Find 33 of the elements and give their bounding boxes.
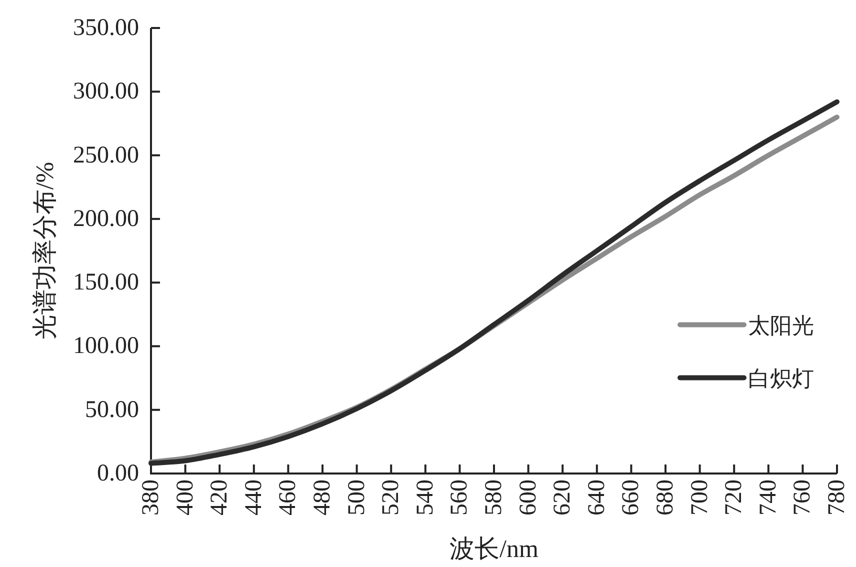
x-tick-label: 580 bbox=[481, 480, 507, 516]
x-tick-label: 480 bbox=[310, 480, 336, 516]
x-tick-label: 780 bbox=[824, 480, 850, 516]
x-tick-label: 460 bbox=[275, 480, 302, 516]
x-tick-label: 420 bbox=[206, 480, 233, 516]
x-tick-label: 440 bbox=[240, 480, 267, 516]
y-tick-label: 350.00 bbox=[73, 15, 139, 41]
x-tick-label: 660 bbox=[618, 480, 644, 516]
y-axis-title: 光谱功率分布/% bbox=[30, 162, 58, 340]
x-tick-label: 620 bbox=[550, 480, 576, 516]
y-tick-label: 150.00 bbox=[73, 270, 139, 296]
y-tick-label: 300.00 bbox=[73, 78, 139, 105]
x-tick-label: 700 bbox=[686, 480, 713, 516]
y-tick-label: 200.00 bbox=[73, 206, 139, 232]
x-tick-label: 720 bbox=[721, 480, 748, 516]
legend-label: 太阳光 bbox=[748, 312, 814, 338]
x-tick-label: 380 bbox=[138, 480, 164, 516]
x-tick-label: 540 bbox=[412, 480, 438, 516]
y-tick-label: 50.00 bbox=[85, 396, 139, 423]
y-tick-label: 100.00 bbox=[73, 333, 139, 360]
x-tick-label: 520 bbox=[378, 480, 404, 516]
x-tick-label: 680 bbox=[652, 480, 678, 516]
x-axis-title: 波长/nm bbox=[450, 536, 539, 563]
x-tick-label: 640 bbox=[584, 480, 610, 516]
y-tick-label: 0.00 bbox=[97, 460, 139, 486]
x-tick-label: 740 bbox=[755, 480, 782, 516]
y-tick-label: 250.00 bbox=[73, 142, 139, 168]
x-tick-label: 760 bbox=[790, 480, 816, 516]
x-tick-label: 500 bbox=[344, 480, 370, 516]
x-tick-label: 560 bbox=[446, 480, 473, 516]
x-tick-label: 600 bbox=[515, 480, 542, 516]
legend-label: 白炽灯 bbox=[748, 365, 814, 390]
x-tick-label: 400 bbox=[172, 480, 198, 516]
